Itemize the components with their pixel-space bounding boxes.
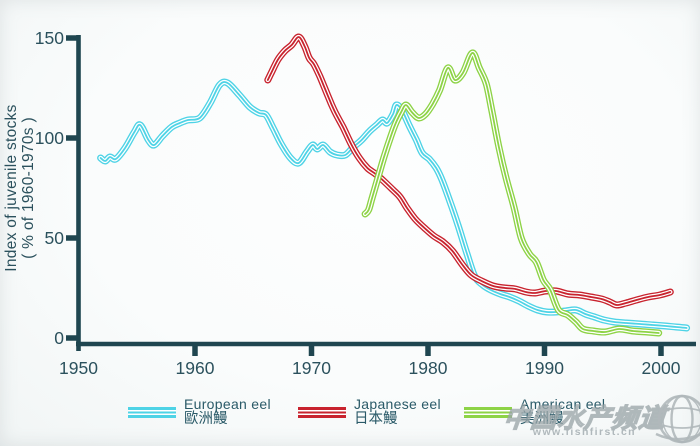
y-axis-title-line1: Index of juvenile stocks	[3, 104, 20, 271]
series-center-stroke	[266, 36, 672, 306]
y-tick-label: 100	[35, 128, 64, 148]
legend-label-european-eel: European eel	[184, 396, 271, 412]
y-axis-title: Index of juvenile stocks( % of 1960-1970…	[3, 104, 37, 271]
legend-label-european-eel-zh: 歐洲鰻	[184, 411, 228, 427]
x-tick-label: 1960	[176, 358, 215, 378]
legend-swatch-american-eel	[464, 406, 512, 418]
legend-label-american-eel-zh: 美洲鰻	[520, 411, 564, 427]
x-tick-label: 1970	[292, 358, 331, 378]
x-tick-label: 2000	[642, 358, 681, 378]
legend-swatch-japanese-eel	[298, 406, 346, 418]
series-center-stroke	[364, 52, 660, 334]
series-japanese-eel	[264, 33, 674, 309]
legend-label-japanese-eel: Japanese eel	[354, 396, 441, 412]
legend-label-japanese-eel-zh: 日本鰻	[354, 411, 398, 427]
y-tick-label: 150	[35, 28, 64, 48]
legend-swatch-european-eel	[128, 406, 176, 418]
y-axis-title-line2: ( % of 1960-1970s )	[20, 117, 37, 259]
legend-label-american-eel: American eel	[520, 396, 606, 412]
x-tick-label: 1990	[525, 358, 564, 378]
x-tick-label: 1980	[409, 358, 448, 378]
x-tick-label: 1950	[59, 358, 98, 378]
y-tick-label: 50	[45, 228, 65, 248]
legend-item-japanese-eel: Japanese eel 日本鰻	[298, 397, 441, 427]
series-european-eel	[97, 78, 691, 332]
legend-item-european-eel: European eel 歐洲鰻	[128, 397, 271, 427]
legend: European eel 歐洲鰻 Japanese eel 日本鰻 Americ…	[0, 397, 700, 441]
series-american-eel	[361, 49, 663, 337]
y-tick-label: 0	[54, 328, 64, 348]
tick-labels: 0 50 100 150 1950 1960 1970 1980 1990 2000	[35, 28, 681, 378]
axes	[66, 35, 696, 356]
legend-item-american-eel: American eel 美洲鰻	[464, 397, 605, 427]
